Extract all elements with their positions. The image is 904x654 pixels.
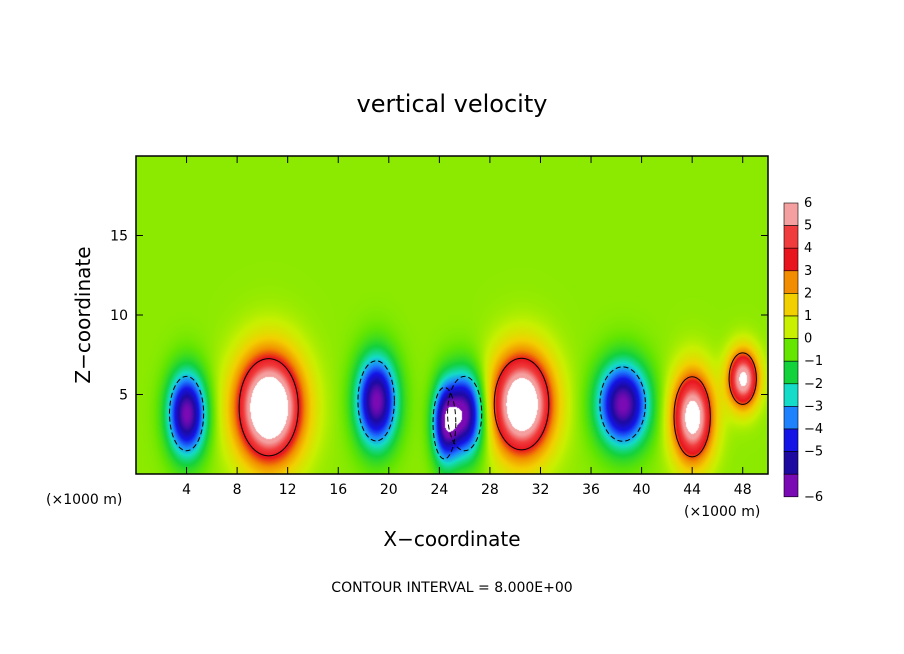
colorbar-segment xyxy=(783,473,799,498)
y-tick-label: 10 xyxy=(110,308,128,324)
colorbar-label: −3 xyxy=(804,399,823,414)
colorbar-segment xyxy=(783,293,799,317)
contour-lines xyxy=(168,352,757,460)
contour-positive xyxy=(493,357,550,451)
chart-title: vertical velocity xyxy=(357,90,548,118)
colorbar-segment xyxy=(783,360,799,385)
colorbar: 6 5 4 3 2 1 0 −1 −2 −3 −4 −5 −6 xyxy=(783,196,823,505)
colorbar-segment xyxy=(783,225,799,249)
contour-negative xyxy=(447,375,483,452)
colorbar-segment xyxy=(783,451,799,475)
velocity-field xyxy=(136,156,768,474)
x-unit-label-right: (×1000 m) xyxy=(684,504,760,520)
colorbar-label: 5 xyxy=(804,219,812,234)
x-tick-label: 44 xyxy=(683,482,701,498)
colorbar-label: 1 xyxy=(804,309,812,324)
contour-negative xyxy=(599,366,646,442)
colorbar-label: 2 xyxy=(804,286,812,301)
x-tick-label: 20 xyxy=(380,482,398,498)
x-tick-label: 4 xyxy=(182,482,191,498)
x-tick-label: 16 xyxy=(329,482,347,498)
y-tick-label: 15 xyxy=(110,229,128,245)
x-tick-label: 28 xyxy=(481,482,499,498)
x-tick-label: 40 xyxy=(633,482,651,498)
colorbar-segment xyxy=(783,202,799,226)
colorbar-segment xyxy=(783,315,799,339)
colorbar-label: −4 xyxy=(804,422,823,437)
colorbar-label: 6 xyxy=(804,196,812,211)
colorbar-segment xyxy=(783,406,799,430)
contour-positive xyxy=(238,358,299,457)
x-tick-label: 48 xyxy=(734,482,752,498)
contour-interval-footer: CONTOUR INTERVAL = 8.000E+00 xyxy=(331,580,572,596)
contour-positive xyxy=(728,352,757,405)
colorbar-segment xyxy=(783,383,799,407)
colorbar-label: 3 xyxy=(804,264,812,279)
x-tick-label: 12 xyxy=(279,482,297,498)
x-unit-label-left: (×1000 m) xyxy=(46,492,122,508)
x-tick-label: 36 xyxy=(582,482,600,498)
contour-negative xyxy=(357,360,395,442)
colorbar-label: −1 xyxy=(804,354,823,369)
colorbar-label: 0 xyxy=(804,332,812,347)
colorbar-segment xyxy=(783,270,799,294)
colorbar-label: 4 xyxy=(804,241,812,256)
contour-negative xyxy=(432,386,457,460)
colorbar-segment xyxy=(783,428,799,452)
contour-negative xyxy=(168,375,205,452)
colorbar-segment xyxy=(783,338,799,362)
x-tick-label: 8 xyxy=(233,482,242,498)
colorbar-label: −5 xyxy=(804,445,823,460)
contour-positive xyxy=(673,376,711,458)
x-tick-label: 24 xyxy=(430,482,448,498)
colorbar-label: −6 xyxy=(804,490,823,505)
y-tick-label: 5 xyxy=(119,388,128,404)
y-axis: 5 10 15 xyxy=(110,229,768,404)
x-axis: 4 8 12 16 20 24 28 32 36 40 44 48 xyxy=(182,156,752,498)
colorbar-segment xyxy=(783,247,799,272)
x-axis-label: X−coordinate xyxy=(383,527,520,551)
colorbar-label: −2 xyxy=(804,377,823,392)
y-axis-label: Z−coordinate xyxy=(71,246,95,383)
x-tick-label: 32 xyxy=(532,482,550,498)
